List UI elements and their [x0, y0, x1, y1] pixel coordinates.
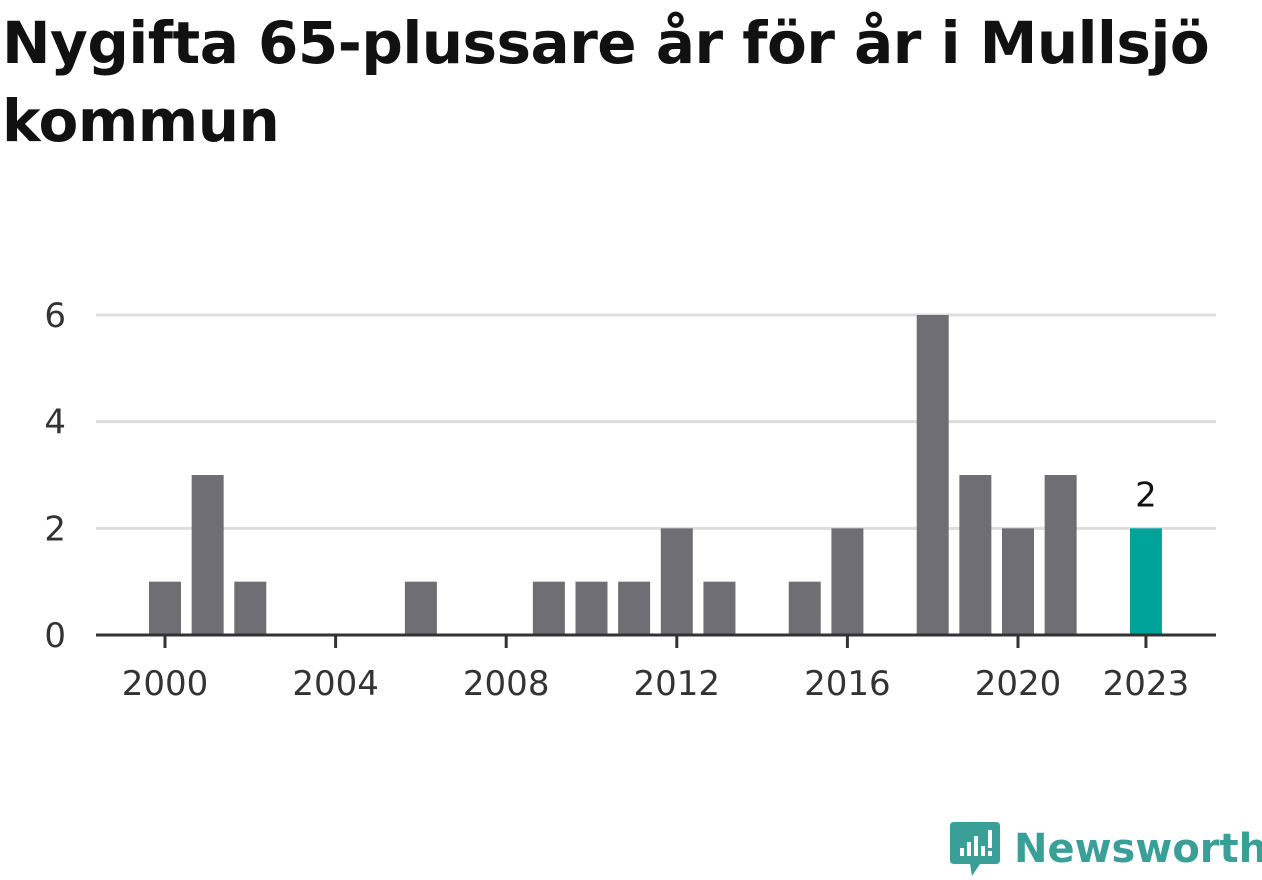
newsworthy-logo-icon	[950, 822, 1000, 876]
x-axis	[96, 633, 1216, 648]
bar-2010	[575, 581, 608, 635]
bar-2018	[916, 315, 949, 635]
x-axis-labels: 2000 2004 2008 2012 2016 2020 2023	[122, 664, 1189, 704]
bar-2002	[234, 581, 267, 635]
x-tick-label-2012: 2012	[634, 664, 721, 704]
y-tick-label-2: 2	[44, 509, 66, 549]
chart-title: Nygifta 65-plussare år för år i Mullsjö …	[2, 9, 1210, 155]
bar-2009	[532, 581, 565, 635]
data-label-2023: 2	[1135, 475, 1157, 515]
bar-2023	[1129, 528, 1162, 635]
bar-2006	[404, 581, 437, 635]
x-tick-label-2000: 2000	[122, 664, 209, 704]
y-axis-labels: 0 2 4 6	[44, 296, 66, 656]
x-tick-label-2008: 2008	[463, 664, 550, 704]
data-labels: 2	[1135, 475, 1157, 515]
bar-2020	[1002, 528, 1034, 635]
bar-2015	[788, 581, 821, 635]
x-tick-label-2004: 2004	[292, 664, 379, 704]
y-tick-label-4: 4	[44, 403, 66, 443]
bars	[149, 315, 1162, 635]
y-tick-label-6: 6	[44, 296, 66, 336]
bar-2012	[660, 528, 693, 635]
brand-name: Newsworthy	[1014, 826, 1262, 872]
brand-logo: Newsworthy	[950, 818, 1262, 880]
bar-2021	[1044, 475, 1077, 635]
x-tick-label-2016: 2016	[804, 664, 891, 704]
bar-2011	[618, 581, 651, 635]
bar-2019	[959, 475, 992, 635]
x-tick-label-2020: 2020	[975, 664, 1062, 704]
bar-2013	[703, 581, 736, 635]
bar-2001	[191, 475, 224, 635]
y-tick-label-0: 0	[44, 616, 66, 656]
bar-2016	[831, 528, 864, 635]
bar-2000	[149, 581, 181, 635]
x-tick-label-2023: 2023	[1103, 664, 1190, 704]
